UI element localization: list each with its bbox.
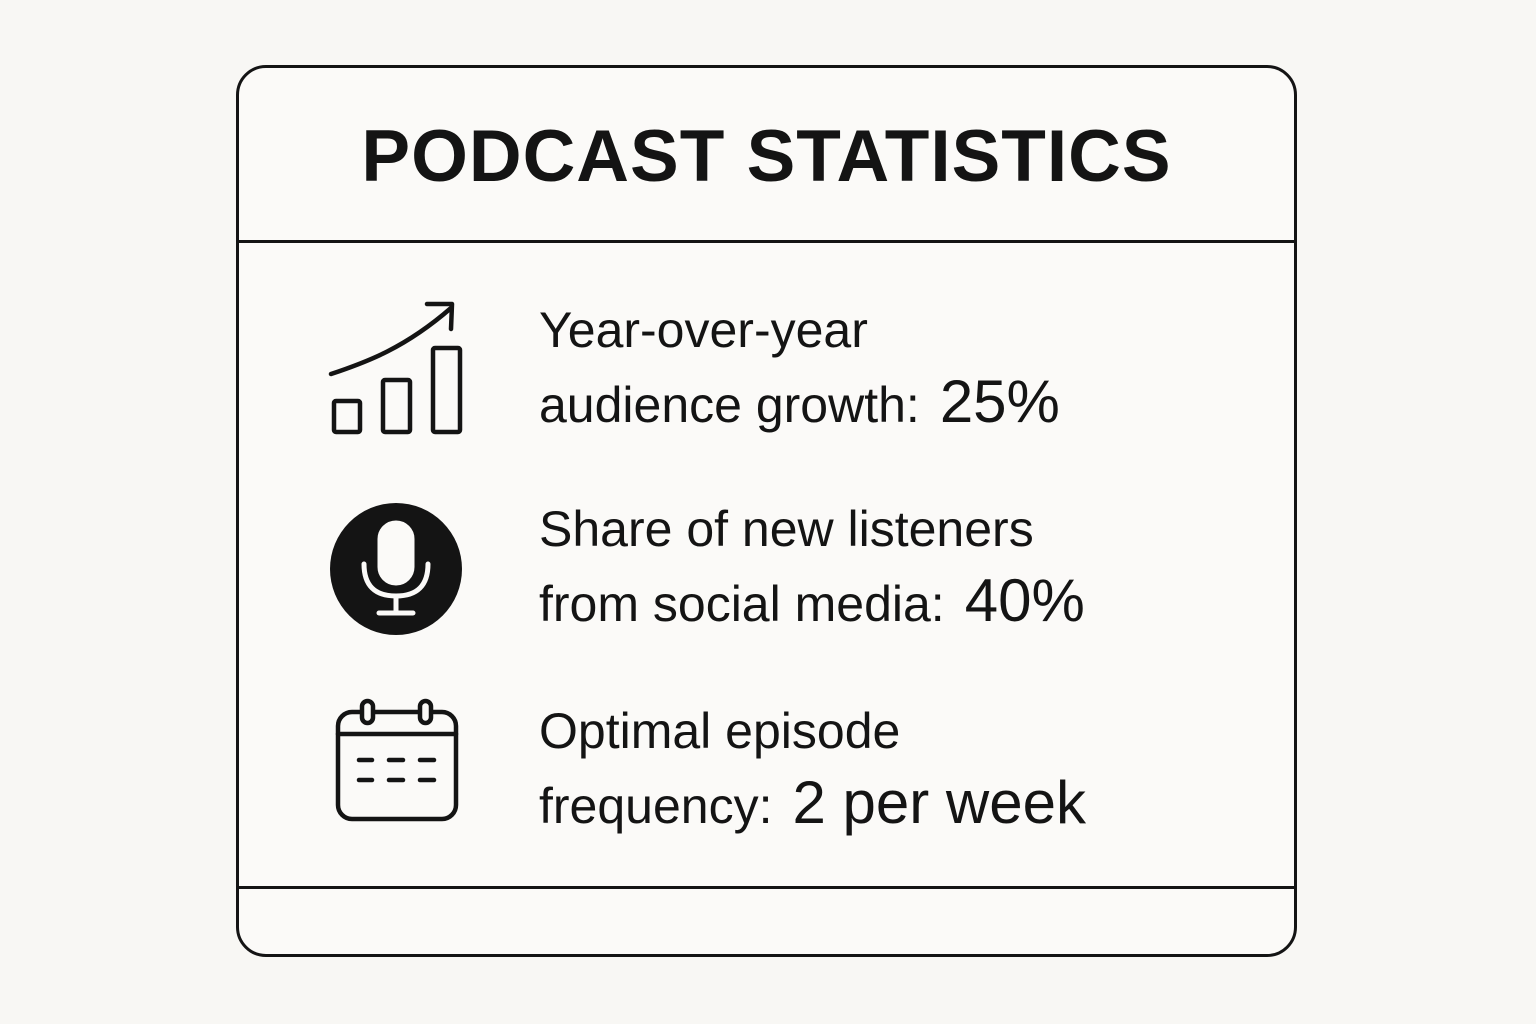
page-title: PODCAST STATISTICS [239, 68, 1294, 243]
stat-value: 25% [939, 368, 1060, 435]
stat-text: Optimal episode frequency: 2 per week [539, 695, 1239, 842]
stat-value: 40% [964, 567, 1085, 634]
calendar-icon [327, 698, 467, 848]
stat-label-line1: Share of new listeners [539, 501, 1034, 557]
stat-label-line2: from social media: [539, 576, 945, 632]
stat-value: 2 per week [792, 769, 1086, 836]
stat-label-line1: Optimal episode [539, 703, 901, 759]
stat-label-line2: audience growth: [539, 377, 920, 433]
stats-card: PODCAST STATISTICS Year-over-year audien… [236, 65, 1297, 957]
stat-row-episode-frequency: Optimal episode frequency: 2 per week [239, 698, 1294, 848]
bar-chart-growth-icon [327, 290, 467, 440]
stat-row-audience-growth: Year-over-year audience growth: 25% [239, 290, 1294, 440]
card-footer [239, 886, 1294, 954]
stat-text: Share of new listeners from social media… [539, 493, 1239, 640]
stat-text: Year-over-year audience growth: 25% [539, 294, 1239, 441]
stat-label-line2: frequency: [539, 778, 773, 834]
microphone-icon [327, 496, 467, 646]
stat-label-line1: Year-over-year [539, 302, 868, 358]
stat-row-social-share: Share of new listeners from social media… [239, 496, 1294, 646]
